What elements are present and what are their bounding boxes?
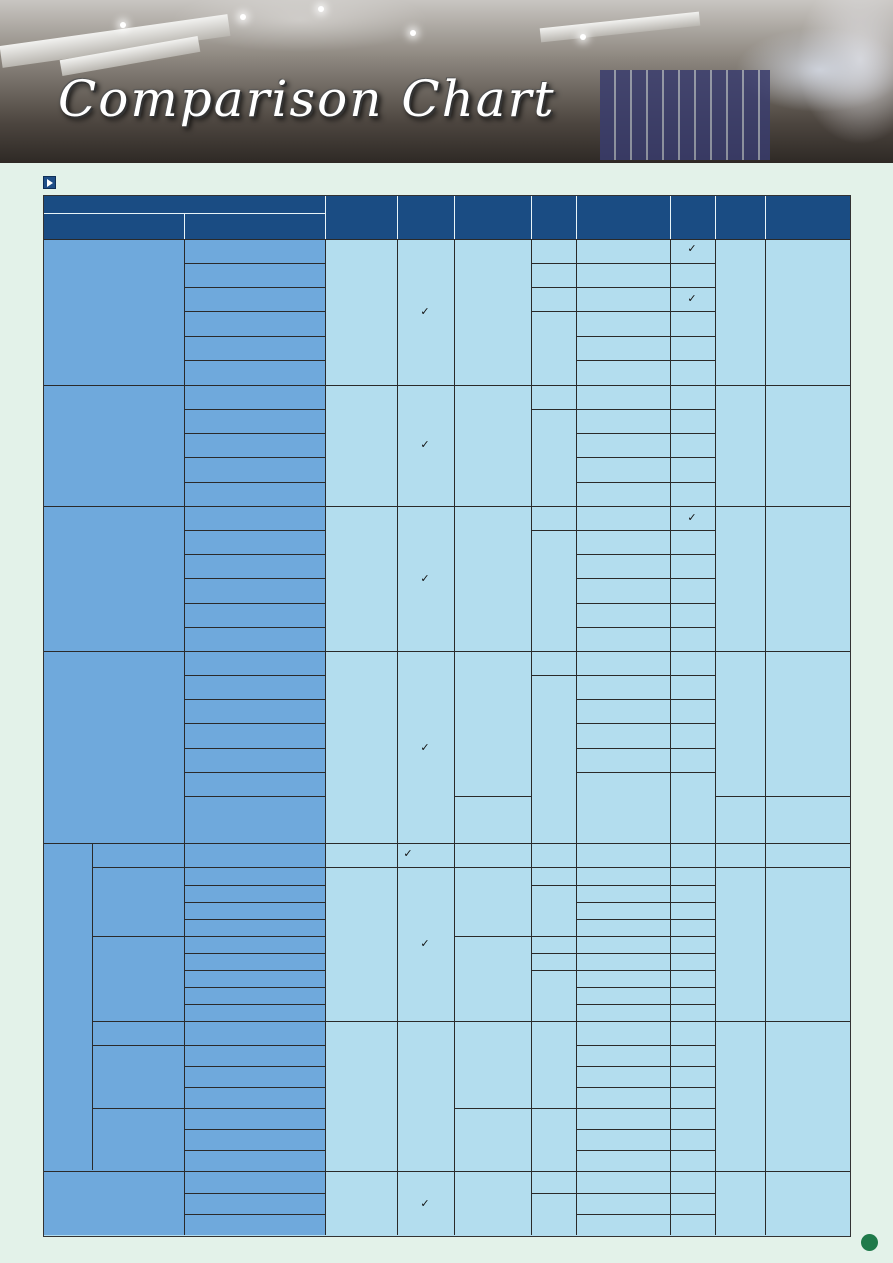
page-title: Comparison Chart xyxy=(58,70,556,128)
ceiling-light xyxy=(318,6,324,12)
group-separator xyxy=(44,239,850,240)
header-divider xyxy=(715,196,716,239)
check-icon: ✓ xyxy=(420,937,430,950)
column-divider xyxy=(397,239,398,1235)
column-divider xyxy=(765,239,766,1235)
comparison-chart: ✓ ✓ ✓ ✓ ✓ ✓ ✓ ✓ ✓ ✓ xyxy=(43,195,851,1237)
check-icon: ✓ xyxy=(687,511,697,524)
header-divider xyxy=(765,196,766,239)
header-banner: Comparison Chart xyxy=(0,0,893,163)
play-arrow-icon xyxy=(43,176,56,189)
ceiling-light xyxy=(410,30,416,36)
ceiling-light xyxy=(240,14,246,20)
header-divider xyxy=(531,196,532,239)
page-number-dot-icon xyxy=(861,1234,878,1251)
group-separator xyxy=(44,651,850,652)
header-row xyxy=(44,196,850,239)
ceiling-grid xyxy=(600,70,770,160)
column-divider xyxy=(184,239,185,1235)
group-separator xyxy=(44,1171,850,1172)
header-divider xyxy=(397,196,398,239)
check-icon: ✓ xyxy=(403,847,413,860)
check-icon: ✓ xyxy=(687,292,697,305)
header-divider xyxy=(184,213,185,239)
ceiling-light xyxy=(120,22,126,28)
column-divider xyxy=(715,239,716,1235)
check-icon: ✓ xyxy=(420,572,430,585)
check-icon: ✓ xyxy=(420,438,430,451)
header-divider xyxy=(325,196,326,239)
column-divider xyxy=(454,239,455,1235)
column-divider xyxy=(531,239,532,1235)
header-divider xyxy=(670,196,671,239)
group-separator xyxy=(44,506,850,507)
header-divider xyxy=(576,196,577,239)
ceiling-light xyxy=(580,34,586,40)
check-icon: ✓ xyxy=(420,741,430,754)
ceiling-beam xyxy=(539,11,701,43)
check-icon: ✓ xyxy=(420,1197,430,1210)
column-divider xyxy=(92,843,93,1170)
check-icon: ✓ xyxy=(687,242,697,255)
header-divider xyxy=(454,196,455,239)
group-separator xyxy=(44,843,850,844)
column-divider xyxy=(576,239,577,1235)
column-divider xyxy=(670,239,671,1235)
check-icon: ✓ xyxy=(420,305,430,318)
group-separator xyxy=(44,385,850,386)
column-divider xyxy=(325,239,326,1235)
